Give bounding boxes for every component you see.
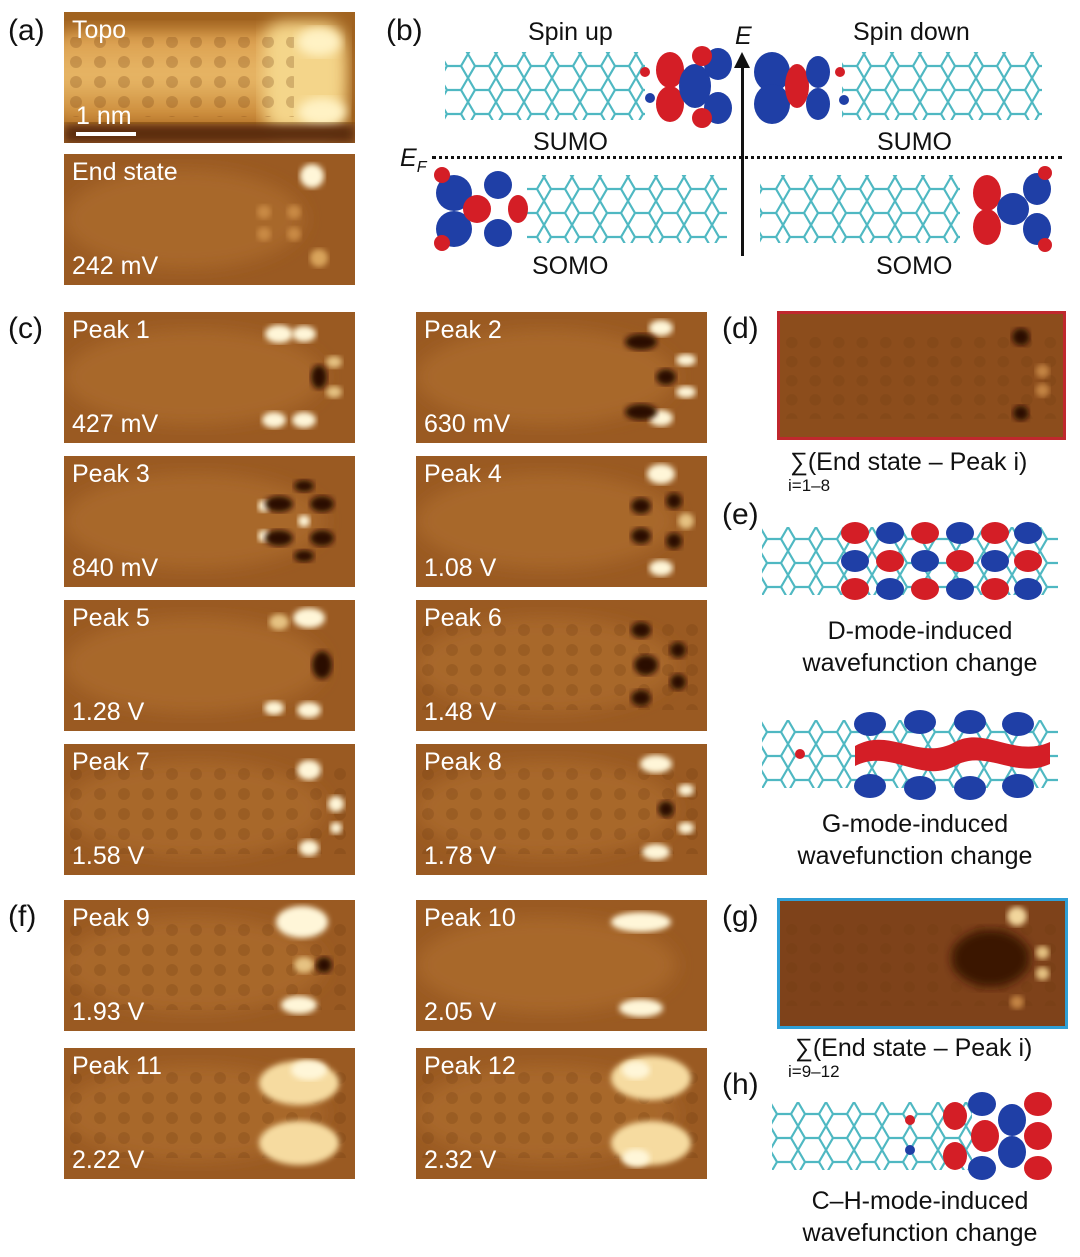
peak-map-7: Peak 7 1.58 V [64, 744, 355, 875]
energy-axis-label: E [735, 22, 752, 50]
panel-label-d: (d) [722, 312, 759, 345]
sum-symbol-d: ∑ [790, 448, 808, 476]
peak-name-12: Peak 12 [424, 1052, 516, 1080]
topo-image: Topo 1 nm [64, 12, 355, 143]
somo-spin-down-molecule [755, 165, 1055, 253]
sumo-left-label: SUMO [533, 128, 608, 156]
peak-name-6: Peak 6 [424, 604, 502, 632]
peak-map-11: Peak 11 2.22 V [64, 1048, 355, 1179]
somo-right-label: SOMO [876, 252, 953, 280]
g-mode-caption: G-mode-induced wavefunction change [765, 808, 1065, 872]
peak-bias-2: 630 mV [424, 410, 511, 438]
peak-bias-7: 1.58 V [72, 842, 145, 870]
end-state-image: End state 242 mV [64, 154, 355, 285]
sumo-spin-up-molecule [440, 42, 735, 130]
somo-left-label: SOMO [532, 252, 609, 280]
somo-spin-up-molecule [432, 165, 732, 253]
peak-map-2: Peak 2 630 mV [416, 312, 707, 443]
fermi-level-line [432, 156, 1062, 159]
peak-name-3: Peak 3 [72, 460, 150, 488]
peak-map-3: Peak 3 840 mV [64, 456, 355, 587]
peak-bias-1: 427 mV [72, 410, 159, 438]
peak-map-5: Peak 5 1.28 V [64, 600, 355, 731]
panel-label-h: (h) [722, 1068, 759, 1101]
sum-map-d [777, 311, 1066, 440]
d-mode-caption-line1: D-mode-induced [827, 617, 1013, 645]
d-mode-caption-line2: wavefunction change [802, 649, 1038, 677]
ch-mode-caption-line2: wavefunction change [802, 1219, 1038, 1247]
ch-mode-caption-line1: C–H-mode-induced [811, 1187, 1029, 1215]
topo-label: Topo [72, 16, 127, 44]
panel-label-c: (c) [8, 312, 43, 345]
peak-name-11: Peak 11 [72, 1052, 162, 1080]
sum-range-g: i=9–12 [788, 1062, 840, 1081]
peak-bias-10: 2.05 V [424, 998, 497, 1026]
peak-map-9: Peak 9 1.93 V [64, 900, 355, 1031]
scale-bar [76, 132, 136, 136]
peak-name-7: Peak 7 [72, 748, 150, 776]
peak-name-8: Peak 8 [424, 748, 502, 776]
peak-name-5: Peak 5 [72, 604, 150, 632]
end-state-label: End state [72, 158, 178, 186]
fermi-sub: F [416, 159, 427, 176]
peak-bias-12: 2.32 V [424, 1146, 497, 1174]
peak-map-1: Peak 1 427 mV [64, 312, 355, 443]
peak-name-4: Peak 4 [424, 460, 502, 488]
scale-bar-label: 1 nm [76, 102, 132, 130]
peak-name-10: Peak 10 [424, 904, 516, 932]
g-mode-caption-line1: G-mode-induced [821, 810, 1009, 838]
panel-label-b: (b) [386, 14, 423, 47]
g-mode-caption-line2: wavefunction change [797, 842, 1033, 870]
sumo-spin-down-molecule [752, 42, 1047, 130]
panel-label-g: (g) [722, 900, 759, 933]
peak-map-12: Peak 12 2.32 V [416, 1048, 707, 1179]
spin-up-label: Spin up [528, 18, 613, 46]
energy-axis-arrow [734, 52, 750, 68]
sum-symbol-g: ∑ [795, 1034, 813, 1062]
ch-mode-caption: C–H-mode-induced wavefunction change [770, 1185, 1070, 1249]
peak-name-1: Peak 1 [72, 316, 150, 344]
panel-label-e: (e) [722, 498, 759, 531]
peak-map-10: Peak 10 2.05 V [416, 900, 707, 1031]
sum-map-g [777, 898, 1068, 1029]
peak-bias-6: 1.48 V [424, 698, 497, 726]
panel-label-a: (a) [8, 14, 45, 47]
peak-bias-8: 1.78 V [424, 842, 497, 870]
sum-caption-d: ∑(End state – Peak i) [790, 446, 1060, 478]
g-mode-molecule [760, 708, 1060, 800]
peak-name-2: Peak 2 [424, 316, 502, 344]
peak-bias-5: 1.28 V [72, 698, 145, 726]
d-mode-molecule [760, 515, 1060, 607]
fermi-level-label: EF [400, 144, 426, 177]
end-state-bias: 242 mV [72, 252, 159, 280]
spin-down-label: Spin down [853, 18, 970, 46]
peak-bias-4: 1.08 V [424, 554, 497, 582]
energy-axis [741, 64, 744, 256]
sum-formula-d: (End state – Peak i) [807, 448, 1028, 476]
d-mode-caption: D-mode-induced wavefunction change [770, 615, 1070, 679]
peak-name-9: Peak 9 [72, 904, 150, 932]
sum-range-d: i=1–8 [788, 476, 831, 495]
peak-bias-9: 1.93 V [72, 998, 145, 1026]
peak-bias-11: 2.22 V [72, 1146, 145, 1174]
sum-formula-g: (End state – Peak i) [812, 1034, 1033, 1062]
peak-map-8: Peak 8 1.78 V [416, 744, 707, 875]
sum-caption-g: ∑(End state – Peak i) [795, 1032, 1065, 1064]
panel-label-f: (f) [8, 900, 37, 933]
peak-bias-3: 840 mV [72, 554, 159, 582]
ch-mode-molecule [770, 1090, 1060, 1182]
peak-map-6: Peak 6 1.48 V [416, 600, 707, 731]
fermi-main: E [400, 144, 417, 172]
sumo-right-label: SUMO [877, 128, 952, 156]
peak-map-4: Peak 4 1.08 V [416, 456, 707, 587]
